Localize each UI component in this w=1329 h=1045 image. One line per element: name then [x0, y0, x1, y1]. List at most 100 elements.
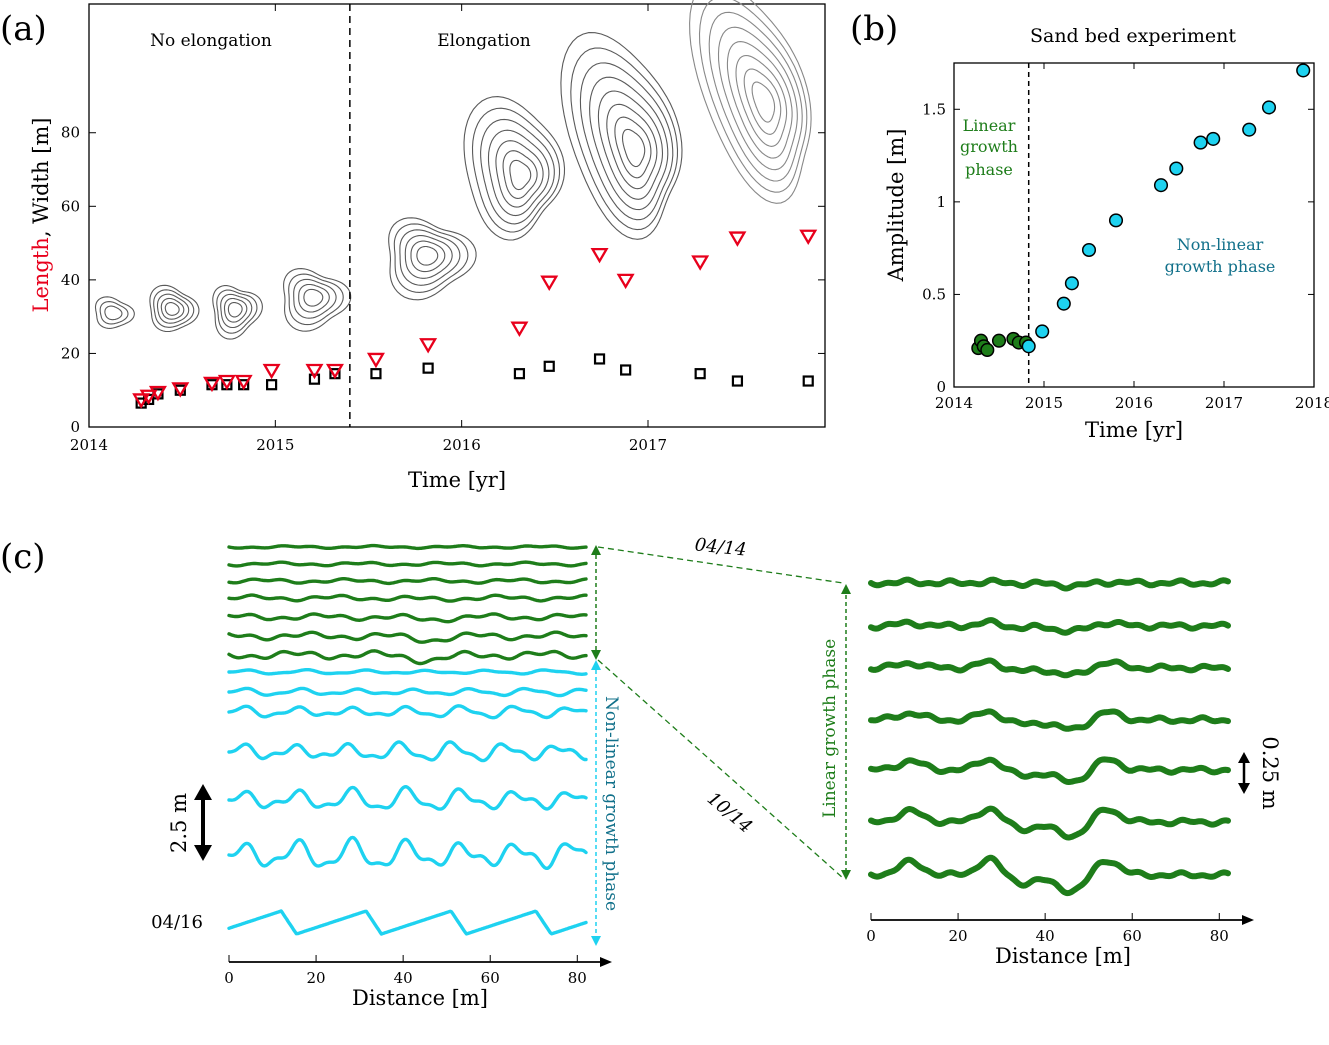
scale-bar-left-arrowheads: [194, 784, 212, 861]
length-marker: [691, 255, 710, 271]
a-ytick-label: 40: [61, 271, 80, 289]
dune-contour-3: [220, 293, 253, 329]
c-left-xtick-label: 60: [481, 969, 500, 987]
annot-linear-line3: phase: [965, 160, 1013, 179]
dune-contour-3: [227, 301, 243, 318]
profile-linear-zoom: [868, 854, 1231, 897]
annot-linear-line1: Linear: [963, 116, 1016, 135]
a-ytick-label: 0: [70, 418, 80, 436]
width-marker: [620, 364, 632, 376]
c-right-xtick-label: 20: [949, 927, 968, 945]
profile-linear-left: [227, 577, 588, 586]
panel-c-right-profiles: [868, 576, 1231, 897]
dune-contour-6: [502, 150, 538, 199]
dune-contour-7: [606, 103, 658, 190]
scale-right-label: 0.25 m: [1258, 736, 1282, 809]
length-marker: [262, 363, 281, 380]
length-marker: [139, 389, 158, 406]
panel-b-label: (b): [850, 9, 898, 49]
amplitude-point-nonlinear: [1021, 339, 1036, 354]
c-right-xtick-label: 40: [1036, 927, 1055, 945]
dune-contour-6: [471, 107, 561, 233]
profile-linear-left: [227, 560, 588, 568]
amplitude-point-nonlinear: [1035, 324, 1050, 339]
a-ytick-label: 60: [61, 197, 80, 215]
b-ytick-label: 1.5: [922, 100, 946, 118]
c-left-xtick-label: 20: [307, 969, 326, 987]
dune-contour-5: [404, 235, 453, 279]
width-marker: [543, 360, 555, 372]
panel-a-frame: [88, 3, 826, 428]
dune-contour-7: [570, 47, 679, 231]
profile-linear-zoom: [868, 617, 1231, 636]
dune-contour-3: [223, 297, 248, 323]
b-xtick-label: 2015: [1025, 394, 1063, 412]
a-ytick-label: 20: [61, 344, 80, 362]
dune-contour-2: [149, 284, 200, 333]
length-marker: [132, 393, 151, 409]
dune-contour-4: [293, 278, 337, 319]
ylabel-length: Length: [29, 237, 53, 312]
date-0414: 04/14: [694, 534, 748, 560]
dune-contour-5: [399, 229, 461, 286]
dune-contour-8: [743, 68, 782, 135]
dune-contour-6: [495, 140, 544, 208]
b-ytick-label: 0: [936, 378, 946, 396]
dune-contour-5: [410, 240, 446, 273]
amplitude-point-nonlinear: [1242, 122, 1257, 137]
profile-linear-zoom: [868, 708, 1231, 732]
length-marker: [148, 385, 167, 402]
dune-contour-4: [288, 273, 344, 326]
nonlinear-phase-label: Non-linear growth phase: [601, 696, 621, 911]
dune-contour-7: [597, 90, 664, 200]
dune-contour-5: [388, 217, 477, 301]
length-marker: [616, 273, 635, 290]
amplitude-point-linear: [980, 342, 995, 358]
b-ytick-label: 0.5: [922, 285, 946, 303]
width-marker: [731, 375, 744, 387]
b-xtick-label: 2016: [1115, 394, 1153, 412]
dune-contour-8: [751, 81, 776, 123]
length-marker: [590, 247, 609, 264]
dune-contour-5: [393, 223, 469, 293]
length-marker: [540, 275, 559, 291]
date-0416: 04/16: [151, 912, 203, 933]
amplitude-point-nonlinear: [1296, 63, 1311, 78]
c-left-xtick-label: 0: [224, 969, 234, 987]
profile-linear-left: [227, 593, 588, 603]
profile-linear-zoom: [868, 576, 1231, 592]
c-right-xtick-label: 60: [1123, 927, 1142, 945]
b-xtick-label: 2018: [1295, 394, 1329, 412]
panel-a-xlabel: Time [yr]: [408, 468, 506, 492]
panel-c-label: (c): [0, 537, 46, 577]
length-marker: [419, 338, 438, 354]
amplitude-point-nonlinear: [1081, 242, 1097, 258]
dune-contour-4: [303, 288, 324, 307]
profile-nonlinear-left: [227, 704, 588, 720]
profile-linear-left: [227, 612, 588, 624]
b-xtick-label: 2014: [935, 394, 973, 412]
panel-c-axes: 0 20 40 60 80 0 20 40 60 80: [224, 913, 1254, 987]
profile-0416: [227, 909, 588, 936]
profile-nonlinear-left: [227, 740, 588, 763]
panel-b-ticks: 2014 2015 2016 2017 2018 0 0.5 1 1.5: [922, 63, 1329, 412]
width-marker: [802, 375, 814, 387]
panel-b-title: Sand bed experiment: [1030, 25, 1236, 47]
region-elongation: Elongation: [437, 31, 531, 51]
panel-a-label: (a): [0, 9, 47, 49]
c-left-xtick-label: 80: [568, 969, 587, 987]
profile-nonlinear-left: [227, 785, 588, 811]
linear-phase-label: Linear growth phase: [820, 639, 840, 818]
dune-contour-8: [698, 0, 808, 193]
dune-contour-7: [614, 116, 652, 179]
width-marker: [266, 379, 278, 391]
dune-contour-6: [463, 96, 566, 241]
amplitude-point-nonlinear: [1206, 131, 1221, 146]
dune-contour-6: [480, 118, 555, 225]
length-marker: [217, 374, 236, 391]
annot-nonlinear-line2: growth phase: [1165, 257, 1276, 276]
b-ytick-label: 1: [936, 193, 946, 211]
panel-a-marks: [132, 229, 818, 409]
panel-a: (a) No elongation Elongation 2014 2015 201…: [0, 0, 826, 492]
profile-linear-left: [227, 543, 588, 551]
